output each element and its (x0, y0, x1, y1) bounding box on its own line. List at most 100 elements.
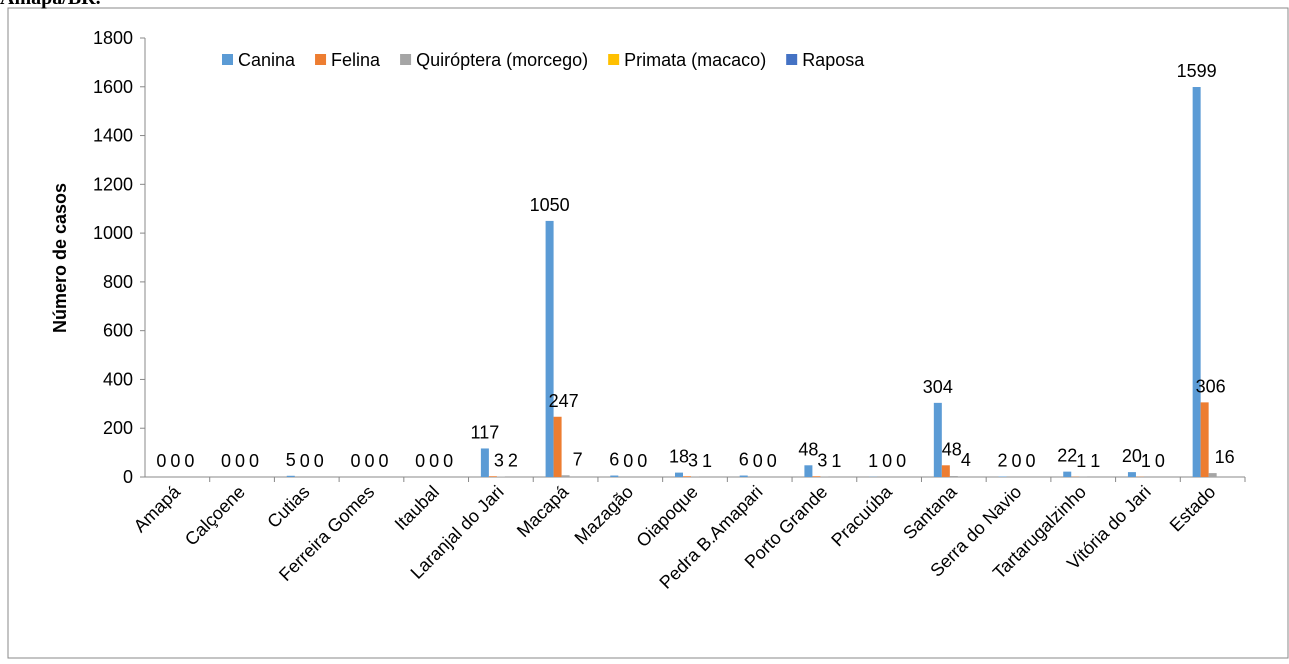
bar (562, 475, 570, 477)
data-label: 247 (549, 391, 579, 411)
y-axis-title: Número de casos (50, 183, 70, 333)
data-label: 0 (156, 451, 166, 471)
data-label: 6 (739, 450, 749, 470)
bar (287, 476, 295, 477)
legend-label: Raposa (802, 50, 865, 70)
y-tick-label: 1000 (93, 223, 133, 243)
y-tick-label: 0 (123, 467, 133, 487)
legend-swatch (400, 54, 411, 65)
y-tick-label: 800 (103, 272, 133, 292)
data-label: 0 (753, 451, 763, 471)
bar (812, 476, 820, 477)
data-label: 0 (170, 451, 180, 471)
data-label: 22 (1057, 446, 1077, 466)
data-label: 20 (1122, 446, 1142, 466)
x-tick-label: Mazagão (571, 482, 638, 549)
data-label: 0 (1155, 451, 1165, 471)
data-label: 16 (1215, 447, 1235, 467)
y-tick-label: 600 (103, 321, 133, 341)
chart-title: Amapá/BR. (0, 0, 101, 9)
y-tick-label: 1400 (93, 126, 133, 146)
data-label: 0 (1026, 451, 1036, 471)
bar (1193, 87, 1201, 477)
y-tick-label: 200 (103, 418, 133, 438)
x-tick-label: Calçoene (181, 482, 249, 550)
bar (804, 465, 812, 477)
bar (675, 473, 683, 477)
data-label: 0 (249, 451, 259, 471)
bar (683, 476, 691, 477)
data-label: 3 (688, 450, 698, 470)
y-tick-label: 1600 (93, 77, 133, 97)
data-label: 2 (508, 451, 518, 471)
data-label: 0 (184, 451, 194, 471)
y-tick-label: 1800 (93, 28, 133, 48)
x-tick-label: Estado (1166, 482, 1220, 536)
data-label: 1 (1090, 451, 1100, 471)
y-tick-label: 400 (103, 369, 133, 389)
bar (1128, 472, 1136, 477)
y-tick-label: 1200 (93, 174, 133, 194)
x-tick-label: Oiapoque (632, 482, 701, 551)
data-label: 117 (471, 422, 500, 442)
x-tick-label: Itaubal (391, 482, 443, 534)
bar (610, 476, 618, 477)
bar (1201, 402, 1209, 477)
data-label: 0 (429, 451, 439, 471)
bar (1063, 472, 1071, 477)
data-label: 0 (314, 451, 324, 471)
data-label: 0 (221, 451, 231, 471)
data-label: 0 (623, 451, 633, 471)
bar (934, 403, 942, 477)
data-label: 1 (702, 451, 712, 471)
data-label: 0 (1012, 451, 1022, 471)
data-label: 3 (817, 450, 827, 470)
bar (489, 476, 497, 477)
data-label: 0 (637, 451, 647, 471)
data-label: 304 (923, 377, 953, 397)
legend-swatch (786, 54, 797, 65)
bar (546, 221, 554, 477)
legend-label: Felina (331, 50, 381, 70)
bar (942, 465, 950, 477)
data-label: 0 (415, 451, 425, 471)
data-label: 1050 (530, 195, 570, 215)
x-tick-label: Macapá (513, 481, 573, 541)
data-label: 3 (494, 450, 504, 470)
data-label: 0 (443, 451, 453, 471)
legend-label: Quiróptera (morcego) (416, 50, 588, 70)
legend-label: Canina (238, 50, 296, 70)
data-label: 0 (350, 451, 360, 471)
chart-border (8, 8, 1288, 658)
bar (481, 448, 489, 477)
data-label: 0 (378, 451, 388, 471)
bar (950, 476, 958, 477)
x-tick-label: Amapá (130, 481, 185, 536)
legend-swatch (222, 54, 233, 65)
data-label: 2 (998, 451, 1008, 471)
data-label: 0 (896, 451, 906, 471)
data-label: 1 (1076, 451, 1086, 471)
data-label: 5 (286, 450, 296, 470)
data-label: 6 (609, 450, 619, 470)
data-label: 7 (573, 449, 583, 469)
bar (740, 476, 748, 477)
x-tick-label: Pracuúba (827, 481, 896, 550)
data-label: 306 (1196, 376, 1226, 396)
x-tick-label: Santana (899, 481, 961, 543)
data-label: 4 (961, 450, 971, 470)
legend-swatch (315, 54, 326, 65)
data-label: 0 (767, 451, 777, 471)
x-tick-label: Cutias (263, 482, 313, 532)
data-label: 0 (235, 451, 245, 471)
data-label: 0 (882, 451, 892, 471)
legend-swatch (608, 54, 619, 65)
bar (554, 417, 562, 477)
data-label: 0 (364, 451, 374, 471)
data-label: 48 (798, 439, 818, 459)
data-label: 0 (300, 451, 310, 471)
data-label: 1599 (1177, 61, 1217, 81)
data-label: 48 (942, 439, 962, 459)
